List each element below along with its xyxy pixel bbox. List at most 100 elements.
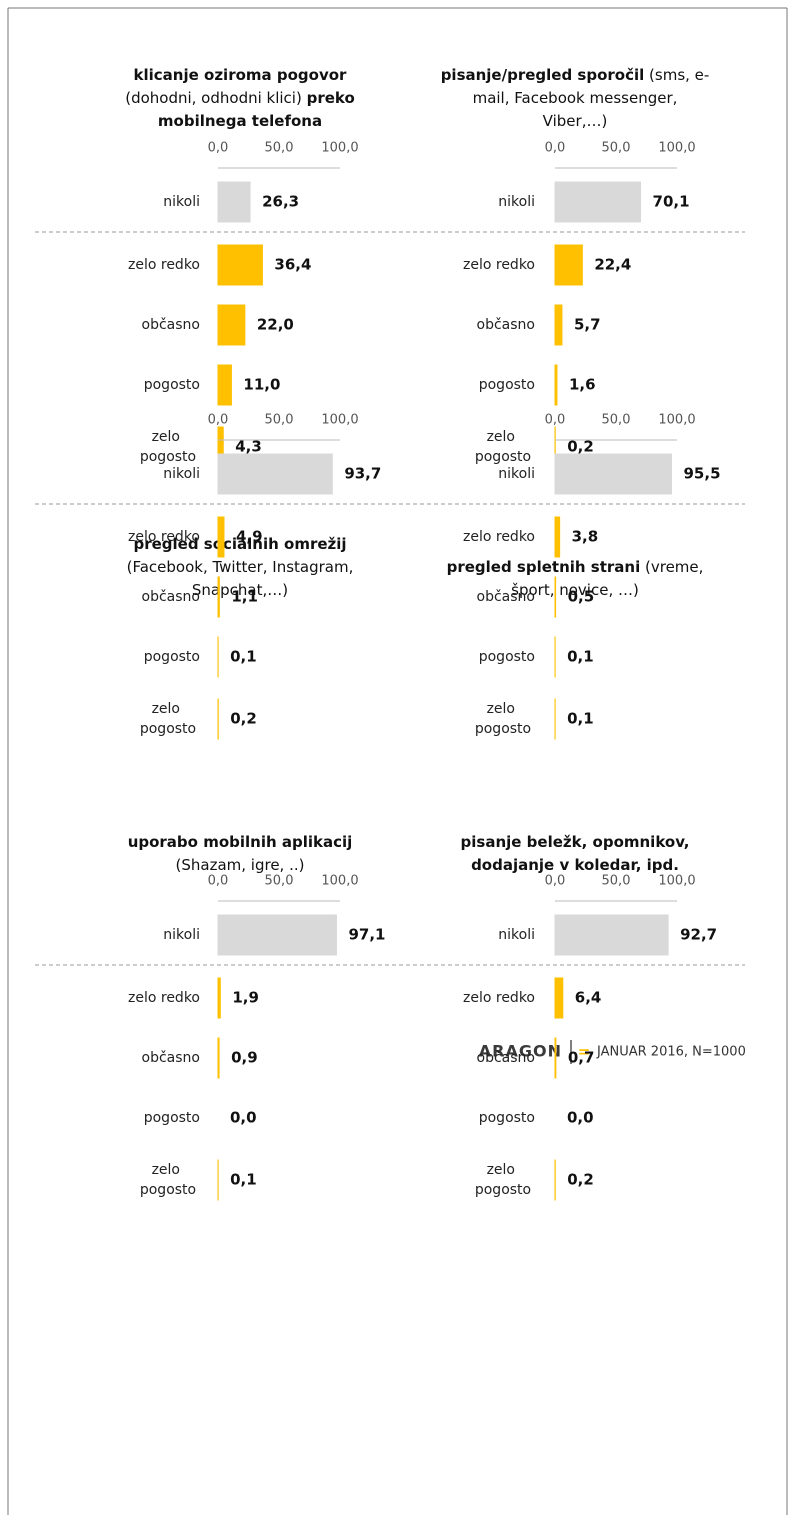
category-label: zelo redko [463, 529, 535, 545]
category-label: pogosto [144, 1110, 200, 1126]
value-label: 0,1 [567, 710, 594, 728]
title-part: pregled spletnih strani [447, 558, 641, 576]
x-tick-label: 0,0 [208, 874, 229, 889]
footer-brand: ARAGON [479, 1042, 562, 1061]
bar [217, 1037, 220, 1079]
category-label: nikoli [498, 927, 535, 943]
bar [217, 914, 337, 956]
x-tick-label: 100,0 [321, 413, 358, 428]
category-label: občasno [477, 1050, 535, 1066]
title-part: Viber,…) [543, 112, 608, 130]
value-label: 0,0 [230, 1109, 257, 1127]
bar [217, 453, 333, 495]
category-label: zelo redko [463, 257, 535, 273]
value-label: 93,7 [344, 465, 381, 483]
value-label: 95,5 [684, 465, 721, 483]
value-label: 0,2 [567, 438, 594, 456]
title-part: pregled socialnih omrežij [133, 535, 346, 553]
title-part: preko [307, 89, 355, 107]
title-part: dodajanje v koledar, ipd. [471, 856, 679, 874]
chart-title: (Facebook, Twitter, Instagram, [127, 558, 354, 576]
chart-title: pisanje beležk, opomnikov, [461, 833, 690, 851]
value-label: 0,1 [230, 1171, 257, 1189]
title-part: pisanje/pregled sporočil [441, 66, 645, 84]
x-tick-label: 100,0 [321, 874, 358, 889]
bar [554, 914, 669, 956]
title-part: pisanje beležk, opomnikov, [461, 833, 690, 851]
category-label: pogosto [479, 377, 535, 393]
title-part: (Shazam, igre, ..) [176, 856, 305, 874]
x-tick-label: 0,0 [545, 141, 566, 156]
category-label: občasno [477, 589, 535, 605]
value-label: 0,7 [568, 1049, 595, 1067]
title-part: (Facebook, Twitter, Instagram, [127, 558, 354, 576]
title-part: Snapchat,…) [192, 581, 288, 599]
bar [217, 181, 251, 223]
bar [217, 516, 225, 558]
bar [217, 304, 246, 346]
title-part: mail, Facebook messenger, [473, 89, 678, 107]
bar [554, 977, 564, 1019]
category-label: zelo pogosto [475, 429, 531, 465]
category-label: nikoli [163, 466, 200, 482]
x-tick-label: 50,0 [265, 413, 294, 428]
category-label: nikoli [163, 194, 200, 210]
x-tick-label: 100,0 [321, 141, 358, 156]
value-label: 4,3 [235, 438, 262, 456]
category-label: nikoli [498, 466, 535, 482]
value-label: 6,4 [575, 989, 602, 1007]
title-part: šport, novice, …) [511, 581, 639, 599]
bar [217, 364, 232, 406]
chart-title: mail, Facebook messenger, [473, 89, 678, 107]
value-label: 0,1 [230, 648, 257, 666]
value-label: 1,1 [231, 588, 258, 606]
bar [554, 181, 642, 223]
x-tick-label: 50,0 [602, 874, 631, 889]
bar [217, 576, 220, 618]
title-part: (sms, e- [644, 66, 709, 84]
x-tick-label: 50,0 [265, 141, 294, 156]
value-label: 36,4 [274, 256, 311, 274]
x-tick-label: 100,0 [658, 874, 695, 889]
bar [554, 364, 558, 406]
chart-title: mobilnega telefona [158, 112, 322, 130]
value-label: 0,2 [567, 1171, 594, 1189]
category-label: pogosto [479, 649, 535, 665]
category-label: občasno [142, 1050, 200, 1066]
category-label: občasno [142, 589, 200, 605]
title-part: (vreme, [640, 558, 703, 576]
value-label: 92,7 [680, 926, 717, 944]
title-part: (dohodni, odhodni klici) [125, 89, 306, 107]
category-label: zelo pogosto [475, 1162, 531, 1198]
category-label: zelo redko [463, 990, 535, 1006]
bar [554, 453, 673, 495]
category-label: zelo pogosto [140, 429, 196, 465]
x-tick-label: 0,0 [208, 413, 229, 428]
chart-title: uporabo mobilnih aplikacij [128, 833, 353, 851]
chart-title: pregled socialnih omrežij [133, 535, 346, 553]
value-label: 1,9 [232, 989, 259, 1007]
chart-title: dodajanje v koledar, ipd. [471, 856, 679, 874]
value-label: 0,2 [230, 710, 257, 728]
bar [554, 244, 583, 286]
value-label: 0,0 [567, 1109, 594, 1127]
category-label: zelo redko [128, 529, 200, 545]
bar [217, 244, 263, 286]
category-label: zelo pogosto [475, 701, 531, 737]
chart-title: Viber,…) [543, 112, 608, 130]
footer-symbol: = [578, 1043, 591, 1061]
category-label: občasno [477, 317, 535, 333]
x-tick-label: 100,0 [658, 141, 695, 156]
x-tick-label: 0,0 [545, 874, 566, 889]
value-label: 0,5 [568, 588, 595, 606]
category-label: zelo redko [128, 257, 200, 273]
category-label: zelo pogosto [140, 1162, 196, 1198]
chart-title: pregled spletnih strani (vreme, [447, 558, 704, 576]
chart-title: šport, novice, …) [511, 581, 639, 599]
bar [554, 1037, 557, 1079]
value-label: 5,7 [574, 316, 601, 334]
value-label: 97,1 [348, 926, 385, 944]
value-label: 11,0 [243, 376, 280, 394]
value-label: 0,9 [231, 1049, 258, 1067]
footer-note: JANUAR 2016, N=1000 [596, 1045, 746, 1060]
